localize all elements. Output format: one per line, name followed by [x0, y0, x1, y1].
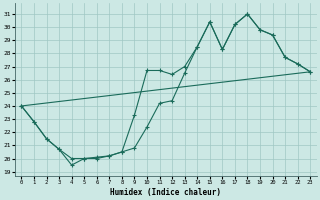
X-axis label: Humidex (Indice chaleur): Humidex (Indice chaleur): [110, 188, 221, 197]
